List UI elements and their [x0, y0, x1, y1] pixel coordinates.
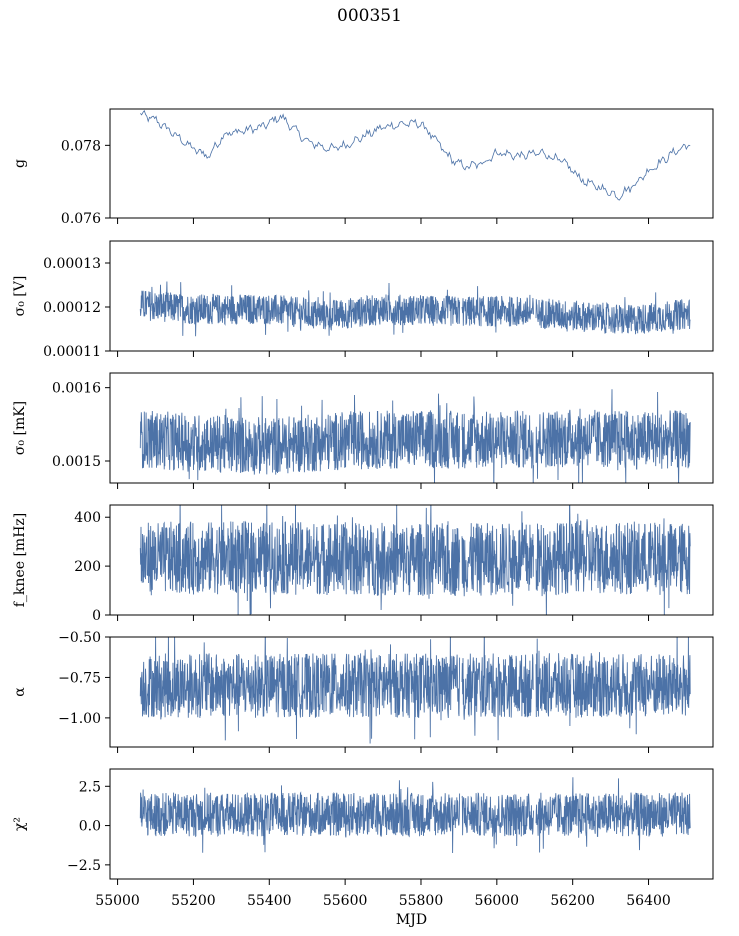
series-band-chi2 [139, 777, 691, 854]
x-tick-label: 56400 [626, 893, 671, 909]
axes-frame-sigma0_mk [109, 372, 714, 484]
panel-alpha: −1.00 −0.75 −0.50 α [12, 630, 714, 753]
y-tick-label-fknee: 0 [92, 608, 101, 624]
axes-frame-alpha [109, 636, 714, 748]
series-band-fknee [139, 505, 691, 615]
y-axis-label-fknee: f_knee [mHz] [12, 513, 28, 608]
series-band-sigma0_mk [139, 389, 691, 483]
y-tick-label-sigma0_mk: 0.0015 [52, 454, 101, 470]
y-axis-label-chi2: χ² [12, 817, 28, 831]
x-tick-label: 56200 [550, 893, 595, 909]
y-axis-label-alpha: α [12, 687, 28, 697]
y-tick-label-chi2: 2.5 [79, 779, 101, 795]
series-band-sigma0_v [139, 281, 691, 337]
x-tick-label: 55000 [95, 893, 140, 909]
series-band-alpha [139, 637, 691, 744]
axes-frame-chi2 [109, 768, 714, 880]
axes-frame-sigma0_v [109, 240, 714, 352]
panel-g: 0.076 0.078 g [12, 108, 714, 227]
x-tick-label: 55400 [247, 893, 292, 909]
y-tick-label-sigma0_v: 0.00011 [43, 344, 101, 360]
y-axis-label-sigma0_v: σ₀ [V] [12, 276, 28, 317]
panel-fknee: 0 200 400 f_knee [mHz] [12, 504, 714, 624]
axes-frame-g [109, 108, 714, 219]
x-tick-label: 55200 [171, 893, 216, 909]
panel-chi2: −2.5 0.0 2.5 χ² 55000 55200 55400 55600 55800 560… [12, 768, 714, 928]
y-tick-label-sigma0_mk: 0.0016 [52, 381, 101, 397]
x-axis-label: MJD [396, 912, 427, 928]
y-tick-label-alpha: −0.75 [58, 670, 101, 686]
y-axis-label-g: g [12, 159, 28, 168]
y-tick-label-alpha: −0.50 [58, 630, 101, 646]
y-axis-label-sigma0_mk: σ₀ [mK] [12, 401, 28, 455]
y-tick-label-chi2: 0.0 [79, 819, 101, 835]
panel-sigma0_v: 0.00011 0.00012 0.00013 σ₀ [V] [12, 240, 714, 360]
y-tick-label-fknee: 200 [74, 559, 101, 575]
axes-frame-fknee [109, 504, 714, 616]
y-tick-label-sigma0_v: 0.00012 [43, 300, 101, 316]
chart-title: 000351 [337, 6, 402, 26]
y-tick-label-fknee: 400 [74, 510, 101, 526]
y-tick-label-sigma0_v: 0.00013 [43, 256, 101, 272]
panel-sigma0_mk: 0.0015 0.0016 σ₀ [mK] [12, 372, 714, 489]
x-tick-label: 55600 [323, 893, 368, 909]
x-tick-label: 55800 [399, 893, 444, 909]
x-tick-label: 56000 [475, 893, 520, 909]
y-tick-label-chi2: −2.5 [67, 858, 101, 874]
y-tick-label-g: 0.076 [61, 211, 101, 227]
series-line-g [140, 109, 691, 201]
y-tick-label-alpha: −1.00 [58, 711, 101, 727]
y-tick-label-g: 0.078 [61, 138, 101, 154]
